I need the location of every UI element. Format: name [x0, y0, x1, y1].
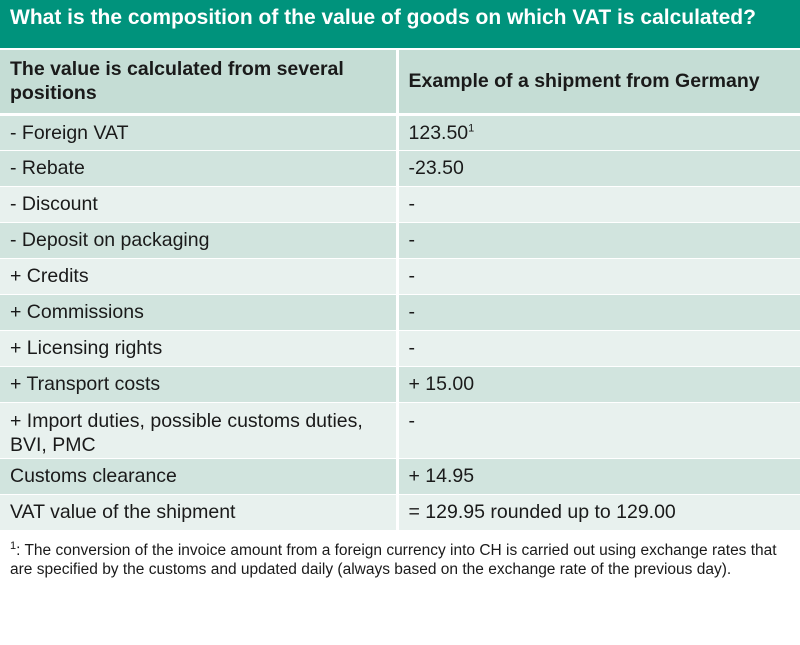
vat-composition-document: What is the composition of the value of …	[0, 0, 800, 579]
row-label: + Commissions	[0, 294, 399, 331]
row-label: + Import duties, possible customs duties…	[0, 402, 399, 459]
row-label: - Rebate	[0, 150, 399, 187]
table-row: - Rebate -23.50	[0, 150, 800, 187]
footnote-marker: 1	[468, 122, 475, 134]
row-value: -	[397, 186, 800, 223]
table-row: - Foreign VAT 123.501	[0, 114, 800, 151]
footnote: 1: The conversion of the invoice amount …	[0, 531, 800, 579]
row-label: - Discount	[0, 186, 399, 223]
row-value: -	[397, 258, 800, 295]
vat-table: The value is calculated from several pos…	[0, 50, 800, 531]
table-row: + Credits -	[0, 258, 800, 295]
row-value: 123.501	[397, 114, 800, 151]
row-label: Customs clearance	[0, 458, 399, 495]
row-value: -	[397, 222, 800, 259]
table-row: + Transport costs + 15.00	[0, 366, 800, 403]
table-row: VAT value of the shipment = 129.95 round…	[0, 494, 800, 531]
table-row: - Deposit on packaging -	[0, 222, 800, 259]
row-value: -23.50	[397, 150, 800, 187]
row-value: -	[397, 294, 800, 331]
table-row: Customs clearance + 14.95	[0, 458, 800, 495]
row-label: - Foreign VAT	[0, 114, 399, 151]
table-row: + Import duties, possible customs duties…	[0, 402, 800, 459]
row-label: + Credits	[0, 258, 399, 295]
footnote-text: : The conversion of the invoice amount f…	[10, 541, 777, 578]
row-value: -	[397, 402, 800, 459]
row-value: -	[397, 330, 800, 367]
row-value: + 15.00	[397, 366, 800, 403]
table-header-row: The value is calculated from several pos…	[0, 50, 800, 116]
row-value: + 14.95	[397, 458, 800, 495]
row-value: = 129.95 rounded up to 129.00	[397, 494, 800, 531]
table-row: + Licensing rights -	[0, 330, 800, 367]
row-label: + Transport costs	[0, 366, 399, 403]
table-row: + Commissions -	[0, 294, 800, 331]
row-label: + Licensing rights	[0, 330, 399, 367]
footnote-marker: 1	[10, 539, 17, 552]
column-header-example: Example of a shipment from Germany	[397, 50, 800, 116]
row-value-text: 123.50	[408, 121, 469, 144]
table-title: What is the composition of the value of …	[0, 0, 800, 50]
row-label: - Deposit on packaging	[0, 222, 399, 259]
table-row: - Discount -	[0, 186, 800, 223]
column-header-positions: The value is calculated from several pos…	[0, 50, 399, 116]
row-label: VAT value of the shipment	[0, 494, 399, 531]
